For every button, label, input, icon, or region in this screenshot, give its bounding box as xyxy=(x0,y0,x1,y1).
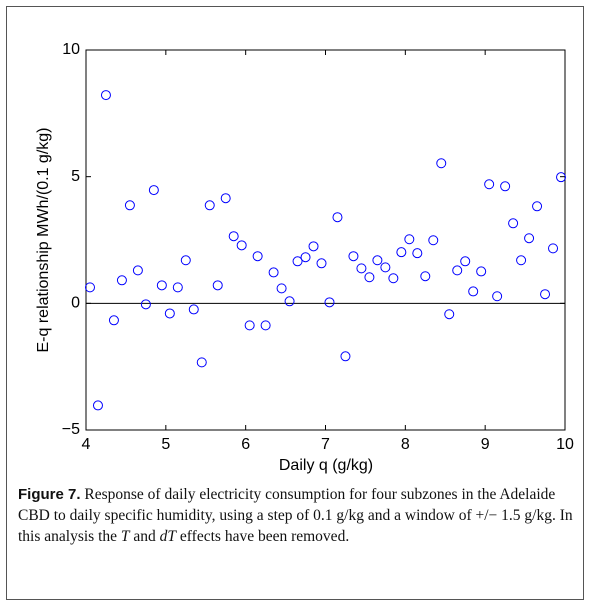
point xyxy=(156,280,167,291)
point xyxy=(548,243,559,254)
figure-frame xyxy=(6,6,584,600)
plot-area xyxy=(85,49,566,431)
point xyxy=(252,251,263,262)
point xyxy=(236,240,247,251)
caption-symbol: T xyxy=(120,528,130,545)
point xyxy=(476,266,487,277)
point xyxy=(228,231,239,242)
point xyxy=(196,357,207,368)
point xyxy=(364,272,375,283)
point xyxy=(284,296,295,307)
point xyxy=(556,172,567,183)
point xyxy=(124,200,135,211)
y-tick-label: 0 xyxy=(71,295,80,312)
point xyxy=(388,273,399,284)
point xyxy=(204,200,215,211)
x-tick-label: 4 xyxy=(82,436,91,453)
point xyxy=(148,185,159,196)
point xyxy=(492,291,503,302)
point xyxy=(276,283,287,294)
point xyxy=(404,234,415,245)
point xyxy=(220,193,231,204)
point xyxy=(140,299,151,310)
point xyxy=(132,265,143,276)
x-tick-label: 7 xyxy=(321,436,330,453)
point xyxy=(508,218,519,229)
point xyxy=(332,212,343,223)
point xyxy=(468,286,479,297)
point xyxy=(428,235,439,246)
point xyxy=(340,351,351,362)
point xyxy=(308,241,319,252)
y-tick-label: 10 xyxy=(62,41,80,58)
point xyxy=(84,282,95,293)
point xyxy=(380,262,391,273)
point xyxy=(532,201,543,212)
x-tick-label: 8 xyxy=(401,436,410,453)
point xyxy=(396,247,407,258)
point xyxy=(452,265,463,276)
point xyxy=(316,258,327,269)
chart: Daily q (g/kg) E-q relationship MWh/(0.1… xyxy=(35,41,574,474)
point xyxy=(516,255,527,266)
point xyxy=(524,233,535,244)
caption: Figure 7. Response of daily electricity … xyxy=(18,484,574,547)
point xyxy=(436,158,447,169)
point xyxy=(484,179,495,190)
x-axis-label: Daily q (g/kg) xyxy=(279,457,373,474)
point xyxy=(180,255,191,266)
caption-text: effects have been removed. xyxy=(176,528,350,545)
point xyxy=(292,256,303,267)
x-tick-label: 5 xyxy=(161,436,170,453)
point xyxy=(172,282,183,293)
point xyxy=(348,251,359,262)
y-tick-label: 5 xyxy=(71,168,80,185)
x-tick-label: 9 xyxy=(481,436,490,453)
point xyxy=(300,252,311,263)
y-tick-label: −5 xyxy=(62,421,80,438)
x-tick-label: 6 xyxy=(241,436,250,453)
point xyxy=(372,255,383,266)
point xyxy=(356,263,367,274)
point xyxy=(92,400,103,411)
point xyxy=(108,315,119,326)
point xyxy=(116,275,127,286)
caption-text: and xyxy=(129,528,160,545)
point xyxy=(268,267,279,278)
point xyxy=(244,320,255,331)
point xyxy=(100,90,111,101)
x-tick-label: 10 xyxy=(556,436,574,453)
caption-label: Figure 7. xyxy=(18,486,81,503)
point xyxy=(164,308,175,319)
point xyxy=(420,271,431,282)
point xyxy=(460,256,471,267)
point xyxy=(500,181,511,192)
point xyxy=(444,309,455,320)
point xyxy=(540,289,551,300)
point xyxy=(188,304,199,315)
point xyxy=(212,280,223,291)
caption-text: Response of daily electricity consumptio… xyxy=(18,486,573,545)
caption-symbol: dT xyxy=(159,528,177,545)
point xyxy=(324,297,335,308)
point xyxy=(412,248,423,259)
point xyxy=(260,320,271,331)
y-axis-label: E-q relationship MWh/(0.1 g/kg) xyxy=(35,128,52,353)
